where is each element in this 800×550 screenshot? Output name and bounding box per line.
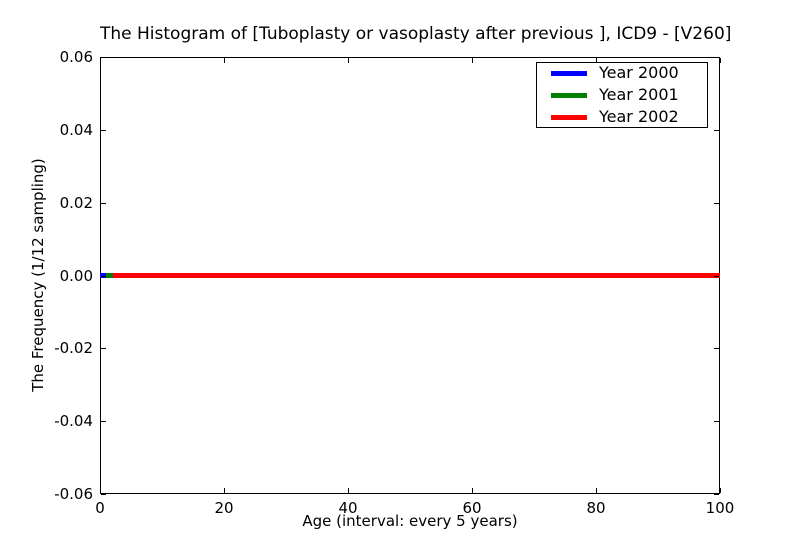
legend-label: Year 2002 — [599, 107, 679, 126]
y-tick-mark — [714, 348, 719, 350]
x-tick-mark — [720, 488, 721, 493]
x-tick-mark — [472, 488, 473, 493]
legend-label: Year 2001 — [599, 85, 679, 104]
x-tick-mark — [720, 58, 721, 63]
x-tick-label: 20 — [214, 499, 234, 517]
x-tick-mark — [348, 58, 349, 63]
x-tick-mark — [596, 58, 597, 63]
y-tick-mark — [101, 275, 106, 277]
x-tick-mark — [596, 488, 597, 493]
x-tick-mark — [348, 488, 349, 493]
x-tick-label: 0 — [95, 499, 105, 517]
legend-label: Year 2000 — [599, 63, 679, 82]
y-tick-mark — [101, 421, 106, 423]
y-tick-mark — [714, 129, 719, 131]
x-tick-mark — [472, 58, 473, 63]
x-tick-label: 80 — [586, 499, 606, 517]
series-line-year-2002 — [113, 273, 720, 278]
y-tick-label: 0.02 — [59, 193, 93, 212]
y-tick-label: -0.04 — [54, 412, 93, 431]
y-tick-mark — [714, 275, 719, 277]
legend-line-green — [551, 92, 587, 98]
y-tick-label: 0.00 — [59, 266, 93, 285]
y-tick-label: 0.04 — [59, 120, 93, 139]
chart-title: The Histogram of [Tuboplasty or vasoplas… — [100, 24, 732, 44]
y-tick-mark — [101, 348, 106, 350]
y-tick-mark — [714, 202, 719, 204]
y-tick-mark — [714, 421, 719, 423]
y-tick-mark — [101, 202, 106, 204]
legend-entry-year-2002: Year 2002 — [551, 107, 707, 127]
y-tick-mark — [714, 57, 719, 58]
x-tick-mark — [100, 58, 101, 63]
y-tick-label: 0.06 — [59, 48, 93, 66]
y-tick-mark — [714, 494, 719, 495]
legend-line-red — [551, 114, 587, 120]
x-tick-mark — [224, 58, 225, 63]
legend-entry-year-2000: Year 2000 — [551, 63, 707, 83]
x-tick-mark — [100, 488, 101, 493]
legend: Year 2000 Year 2001 Year 2002 — [536, 62, 708, 128]
y-tick-mark — [101, 494, 106, 495]
y-tick-label: -0.06 — [54, 485, 93, 503]
y-tick-mark — [101, 57, 106, 58]
x-axis-label: Age (interval: every 5 years) — [302, 512, 518, 530]
legend-entry-year-2001: Year 2001 — [551, 85, 707, 105]
y-tick-mark — [101, 129, 106, 131]
x-tick-mark — [224, 488, 225, 493]
x-tick-label: 100 — [705, 499, 735, 517]
x-tick-label: 40 — [338, 499, 358, 517]
y-tick-label: -0.02 — [54, 339, 93, 358]
legend-line-blue — [551, 70, 587, 76]
x-tick-label: 60 — [462, 499, 482, 517]
